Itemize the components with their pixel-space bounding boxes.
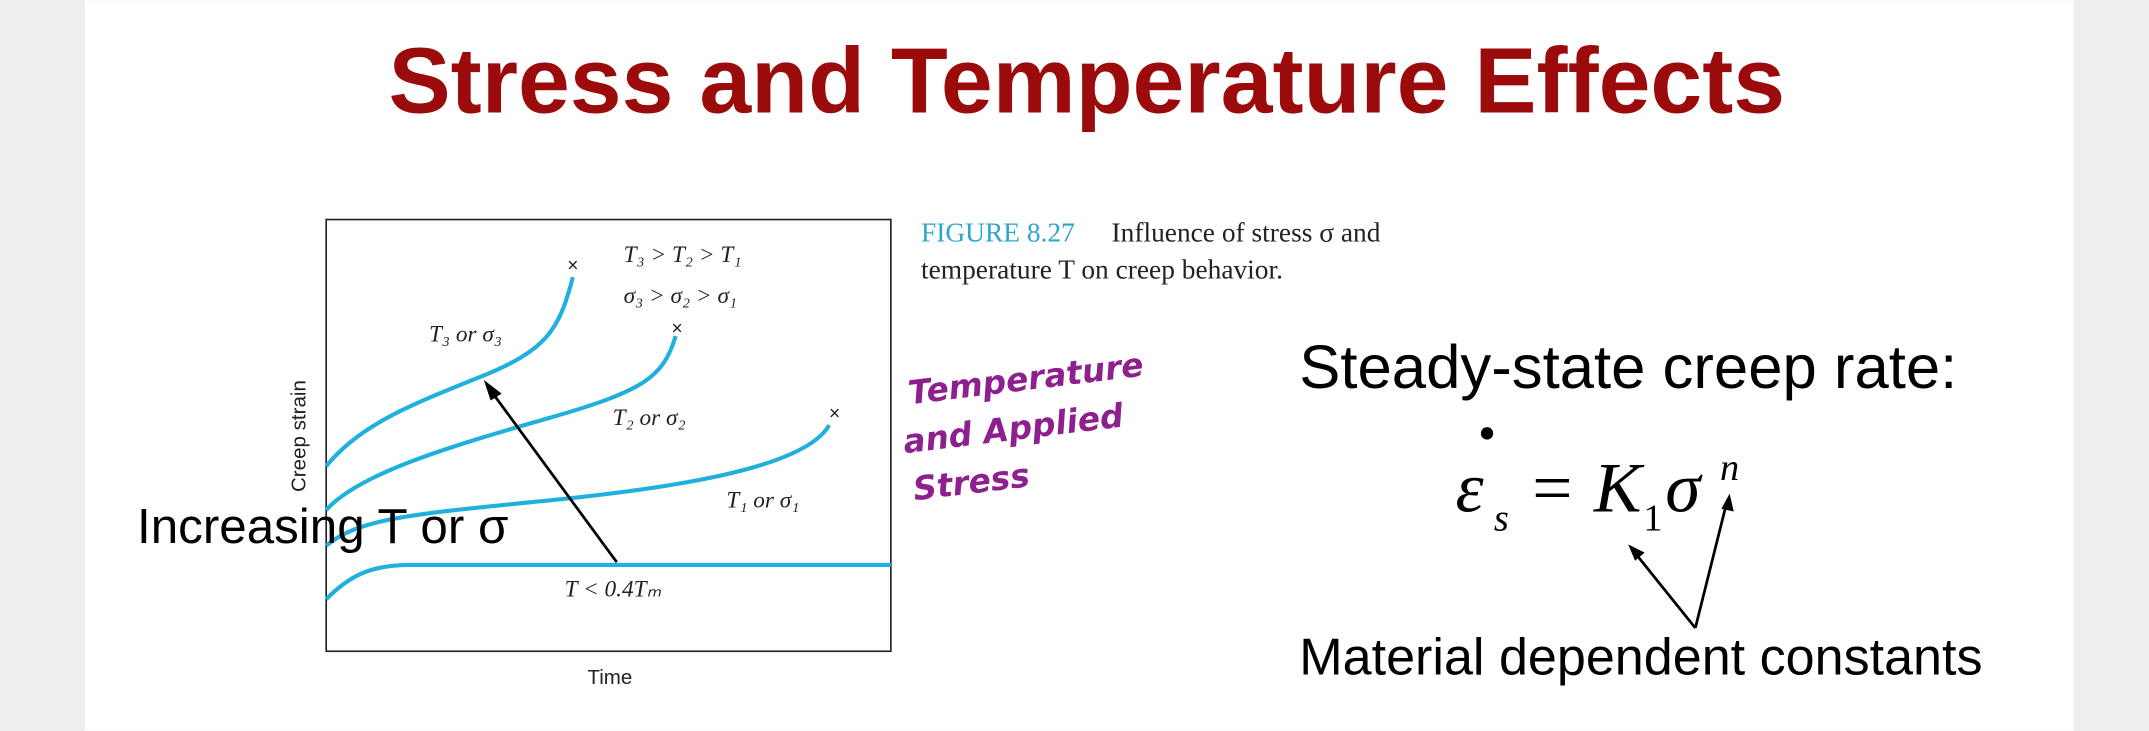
- equation-part: K: [1593, 448, 1645, 527]
- caption-label: FIGURE 8.27: [921, 217, 1075, 247]
- constant-arrows: [1632, 501, 1729, 629]
- equation-part: n: [1720, 447, 1739, 489]
- y-axis-label: Creep strain: [288, 380, 311, 492]
- curve-label: T < 0.4Tₘ: [565, 576, 662, 602]
- increase-arrow: [486, 385, 618, 563]
- x-axis-label: Time: [587, 666, 632, 689]
- equation-part: =: [1532, 448, 1572, 527]
- legend-line: σ₃ > σ₂ > σ₁: [624, 283, 737, 309]
- equation-part: ε: [1456, 448, 1484, 527]
- rupture-mark: ×: [567, 256, 578, 277]
- slide: [84, 0, 2074, 731]
- curve-label: T₁ or σ₁: [726, 487, 799, 513]
- creep-figure: × × × T₃ > T₂ > T₁ σ₃ > σ₂ > σ₁ T₃ or σ₃…: [288, 217, 1381, 689]
- constants-note: Material dependent constants: [1299, 629, 1982, 687]
- arrow-head: [483, 379, 502, 401]
- curve-low: [324, 562, 891, 601]
- rupture-mark: ×: [829, 404, 840, 425]
- dot-accent: [1480, 427, 1494, 440]
- equation-part: σ: [1665, 448, 1703, 527]
- rupture-mark: ×: [671, 319, 682, 340]
- annotation: Increasing T or σ: [137, 499, 508, 554]
- arrow-heads: [1628, 493, 1734, 561]
- title: Stress and Temperature Effects: [389, 29, 1786, 133]
- caption-line: temperature T on creep behavior.: [921, 254, 1283, 284]
- curve-label: T₂ or σ₂: [613, 405, 686, 431]
- curve-label: T₃ or σ₃: [429, 322, 502, 348]
- equation-part: s: [1494, 498, 1509, 540]
- curve-t3: [324, 276, 575, 468]
- legend-line: T₃ > T₂ > T₁: [624, 242, 742, 268]
- curve-t1: [324, 424, 831, 548]
- curve-t2: [324, 335, 678, 512]
- rate-heading: Steady-state creep rate:: [1299, 333, 1957, 402]
- plot-frame: [325, 218, 892, 653]
- caption-line: Influence of stress σ and: [1112, 217, 1381, 247]
- equation: ε s = K 1 σ n: [1456, 427, 1739, 540]
- equation-part: 1: [1643, 498, 1662, 540]
